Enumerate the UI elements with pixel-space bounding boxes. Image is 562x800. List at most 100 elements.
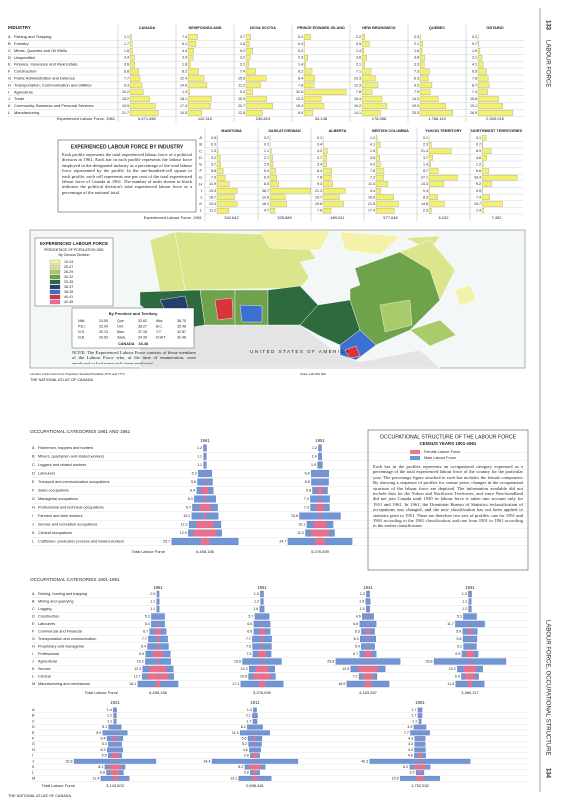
industry-bar <box>428 201 445 207</box>
bar-value: 3.4 <box>124 56 129 60</box>
region-total: 577,648 <box>383 215 398 220</box>
bar-value: 1.7 <box>124 42 129 46</box>
year-label: 1951 <box>257 585 267 590</box>
region-total: 178,356 <box>372 116 387 121</box>
bar-value: 1.1 <box>150 607 155 611</box>
year-label: 1921 <box>110 700 120 705</box>
category-letter: A <box>32 708 35 712</box>
bar-value: 4.1 <box>476 136 481 140</box>
industry-bar <box>216 174 226 181</box>
total-label: Total Labour Force <box>42 783 76 788</box>
year-label: 1941 <box>363 585 373 590</box>
industry-bar <box>361 110 381 116</box>
industry-bar <box>428 161 431 168</box>
industry-bar <box>303 82 315 89</box>
industry-bar <box>361 34 365 40</box>
industry-bar <box>428 181 445 187</box>
category-letter: L <box>8 110 11 115</box>
bar-value: 7.6 <box>317 209 322 213</box>
female-bar <box>466 651 474 657</box>
legend-label: 36-37 <box>64 285 73 289</box>
bar-value: 3.7 <box>240 35 245 39</box>
bar-value: 7.8 <box>472 76 477 80</box>
map-region <box>239 304 263 323</box>
industry-bar <box>477 110 514 116</box>
bar-value: 5.2 <box>240 49 245 53</box>
bar-value: 11.5 <box>447 682 454 686</box>
year-label: 1961 <box>153 585 163 590</box>
category-label: Miners, quarrymen and related workers <box>38 455 104 459</box>
bar-value: 12.4 <box>180 76 187 80</box>
bar-value: 7.7 <box>404 731 409 735</box>
bar-value: 9.9 <box>96 731 101 735</box>
bar-value: 25.3 <box>412 111 419 115</box>
bar-value: 16.9 <box>368 195 375 199</box>
bar-value: 2.1 <box>246 714 251 718</box>
female-bar <box>110 770 120 775</box>
bar-value: 0.4 <box>298 42 303 46</box>
panel-total: 3,980,117 <box>461 690 479 695</box>
province-value: 32.94 <box>99 324 108 328</box>
industry-bar <box>481 161 484 168</box>
industry-bar <box>361 41 370 47</box>
info-title: EXPERIENCED LABOUR FORCE BY INDUSTRY <box>71 144 184 150</box>
industry-bar <box>245 34 251 40</box>
female-bar <box>254 736 256 741</box>
bar-value: 0.4 <box>317 143 322 147</box>
year-label: 1931 <box>465 585 475 590</box>
bar-value: 2.9 <box>264 162 269 166</box>
industry-bar <box>419 41 423 47</box>
female-bar <box>463 666 477 672</box>
category-letter: I <box>32 514 33 518</box>
bar-value: 5.3 <box>192 471 197 475</box>
province-value: 24.50 <box>99 319 108 323</box>
female-bar <box>114 747 116 753</box>
bar-value: 5.3 <box>240 90 245 94</box>
bar-value: 0.2 <box>264 143 269 147</box>
bar-value: 32.8 <box>66 759 73 763</box>
bar-value: 3.8 <box>414 56 419 60</box>
female-bar <box>367 636 369 642</box>
industry-bar <box>245 82 261 89</box>
bar-value: 6.3 <box>101 748 106 752</box>
industry-bar <box>245 89 254 95</box>
bar-value: 19.3 <box>209 189 216 193</box>
industry-bar <box>245 96 267 102</box>
female-bar <box>414 764 426 770</box>
bar-value: 26.9 <box>470 111 477 115</box>
occ-subtitle: CENSUS YEARS 1901-1961 <box>420 441 477 446</box>
bar-value: 9.7 <box>186 505 191 509</box>
industry-bar <box>428 174 458 181</box>
category-letter: L <box>200 208 203 213</box>
industry-bar <box>481 168 490 174</box>
industry-bar <box>375 141 381 148</box>
bar-value: 6.3 <box>414 76 419 80</box>
bar-value: 13.1 <box>230 776 237 780</box>
female-bar <box>108 764 122 770</box>
industry-bar <box>428 207 432 214</box>
province-value: 35.48 <box>177 324 186 328</box>
female-bar <box>261 658 263 665</box>
bar-value: 8.5 <box>264 182 269 186</box>
bar-value: 0.2 <box>298 49 303 53</box>
bar-value: 6.1 <box>182 42 187 46</box>
category-letter: H <box>199 181 202 186</box>
industry-bar <box>322 201 344 207</box>
category-letter: G <box>32 637 35 641</box>
bar-value: 4.1 <box>370 143 375 147</box>
bar-value: 15.2 <box>122 97 129 101</box>
bar-value: 40.3 <box>361 759 368 763</box>
female-bar <box>319 512 321 520</box>
industry-bar <box>361 68 372 75</box>
category-label: Mining and quarrying <box>38 600 73 604</box>
bar-value: 2.2 <box>356 35 361 39</box>
female-bar <box>258 681 266 687</box>
bar-value: 12.3 <box>354 83 361 87</box>
category-letter: K <box>199 201 202 206</box>
category-label: Finance, Insurance and Real Estate <box>14 62 78 67</box>
industry-bar <box>322 194 340 201</box>
industry-bar <box>419 89 431 95</box>
region-total: 236,819 <box>256 116 271 121</box>
female-bar <box>196 521 214 528</box>
female-bar <box>156 636 160 642</box>
